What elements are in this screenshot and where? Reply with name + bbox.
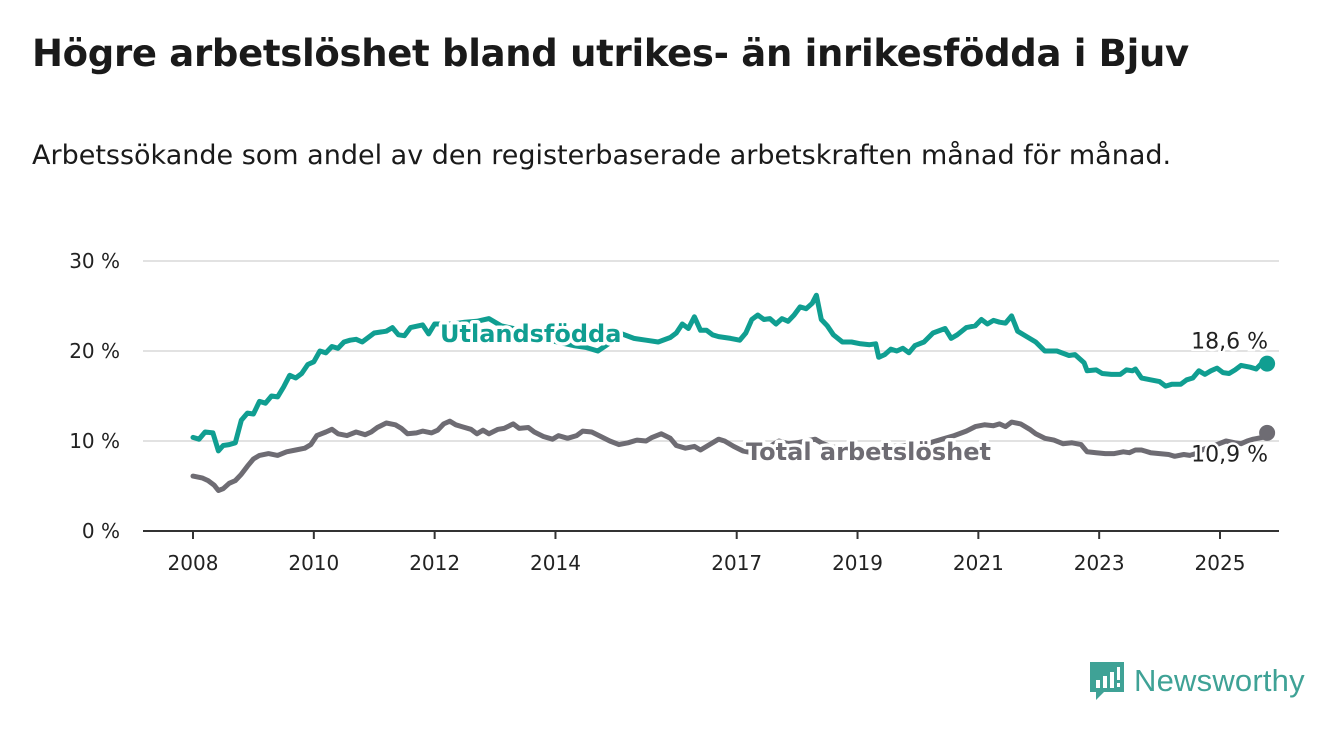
series-label-total: Total arbetslöshet xyxy=(746,438,991,466)
series-labels: Utlandsfödda Total arbetslöshet xyxy=(437,317,995,470)
x-tick-label: 2019 xyxy=(832,551,883,575)
y-tick-label: 30 % xyxy=(69,249,120,273)
brand-name: Newsworthy xyxy=(1134,663,1305,698)
y-axis: 0 % 10 % 20 % 30 % xyxy=(69,249,120,543)
x-tick-label: 2010 xyxy=(288,551,339,575)
series-label-utlandsfodda: Utlandsfödda xyxy=(440,320,621,348)
x-tick-label: 2014 xyxy=(530,551,581,575)
x-tick-label: 2021 xyxy=(953,551,1004,575)
end-point-utlandsfodda xyxy=(1259,355,1276,372)
end-point-total xyxy=(1259,424,1276,441)
chart-subtitle: Arbetssökande som andel av den registerb… xyxy=(32,140,1172,171)
newsworthy-logo: Newsworthy xyxy=(1088,660,1305,702)
end-value-utlandsfodda: 18,6 % xyxy=(1191,329,1268,354)
x-axis: 2008 2010 2012 2014 2017 2019 2021 2023 2025 xyxy=(143,530,1279,575)
x-tick-label: 2012 xyxy=(409,551,460,575)
end-value-total: 10,9 % xyxy=(1191,443,1268,468)
series-lines xyxy=(190,292,1270,493)
end-labels: 18,6 % 10,9 % xyxy=(1189,327,1271,470)
y-tick-label: 20 % xyxy=(69,339,120,363)
chart-title: Högre arbetslöshet bland utrikes- än inr… xyxy=(32,32,1189,75)
y-tick-label: 0 % xyxy=(82,519,120,543)
newsworthy-chart-icon xyxy=(1090,662,1124,700)
series-line-utlandsfodda xyxy=(190,292,1270,454)
gridlines xyxy=(143,260,1279,442)
series-line-total xyxy=(190,418,1270,493)
y-tick-label: 10 % xyxy=(69,429,120,453)
x-tick-label: 2008 xyxy=(168,551,219,575)
x-tick-label: 2025 xyxy=(1195,551,1246,575)
x-tick-label: 2023 xyxy=(1074,551,1125,575)
x-tick-label: 2017 xyxy=(711,551,762,575)
end-points xyxy=(1259,355,1276,441)
